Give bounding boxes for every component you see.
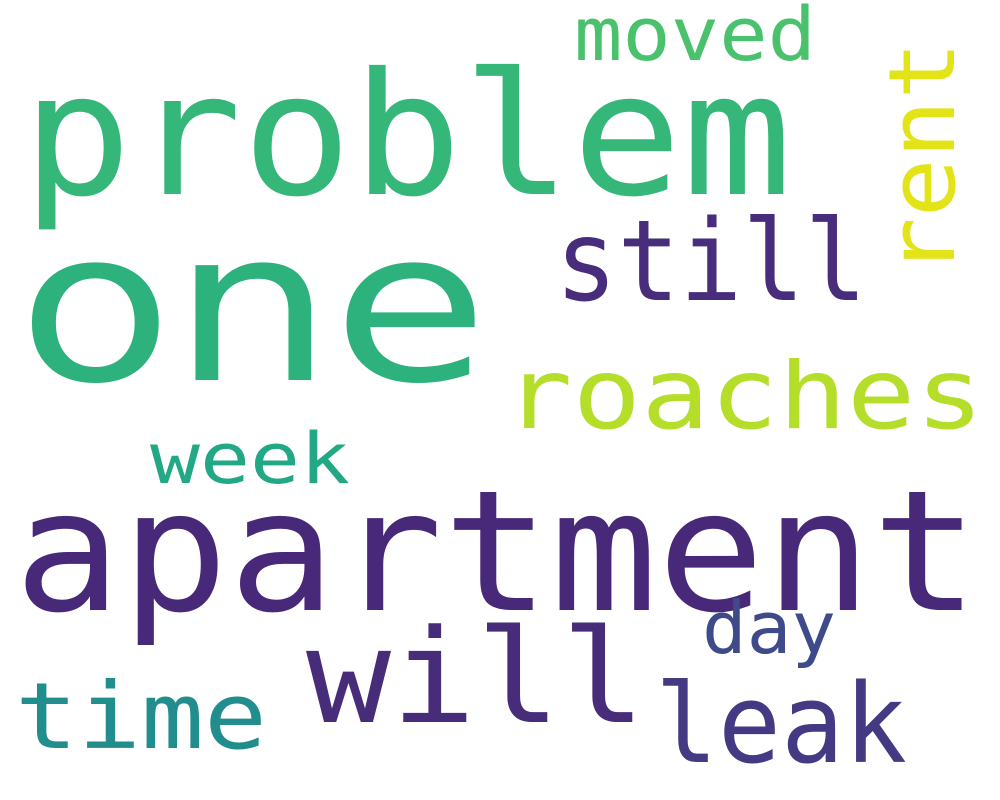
word-day: day bbox=[702, 598, 842, 673]
word-leak: leak bbox=[655, 670, 915, 780]
word-time-text: time bbox=[15, 672, 267, 762]
word-problem-text: problem bbox=[22, 46, 792, 235]
word-will-text: will bbox=[306, 610, 646, 740]
word-roaches: roaches bbox=[504, 358, 994, 448]
word-day-text: day bbox=[702, 598, 836, 670]
word-apartment: apartment bbox=[14, 492, 989, 672]
word-moved: moved bbox=[574, 0, 824, 70]
word-problem: problem bbox=[22, 46, 802, 236]
word-one: one bbox=[18, 230, 498, 420]
word-week: week bbox=[150, 428, 360, 493]
word-rent: rent bbox=[880, 36, 970, 281]
word-still: still bbox=[555, 204, 875, 314]
word-will: will bbox=[306, 610, 656, 740]
word-moved-text: moved bbox=[574, 0, 816, 70]
word-roaches-text: roaches bbox=[504, 358, 984, 448]
word-week-text: week bbox=[150, 428, 350, 493]
word-one-text: one bbox=[18, 230, 488, 420]
word-leak-text: leak bbox=[655, 670, 907, 780]
word-still-text: still bbox=[555, 204, 867, 314]
word-apartment-text: apartment bbox=[14, 492, 979, 650]
word-rent-text: rent bbox=[880, 41, 970, 276]
word-time: time bbox=[15, 672, 275, 762]
